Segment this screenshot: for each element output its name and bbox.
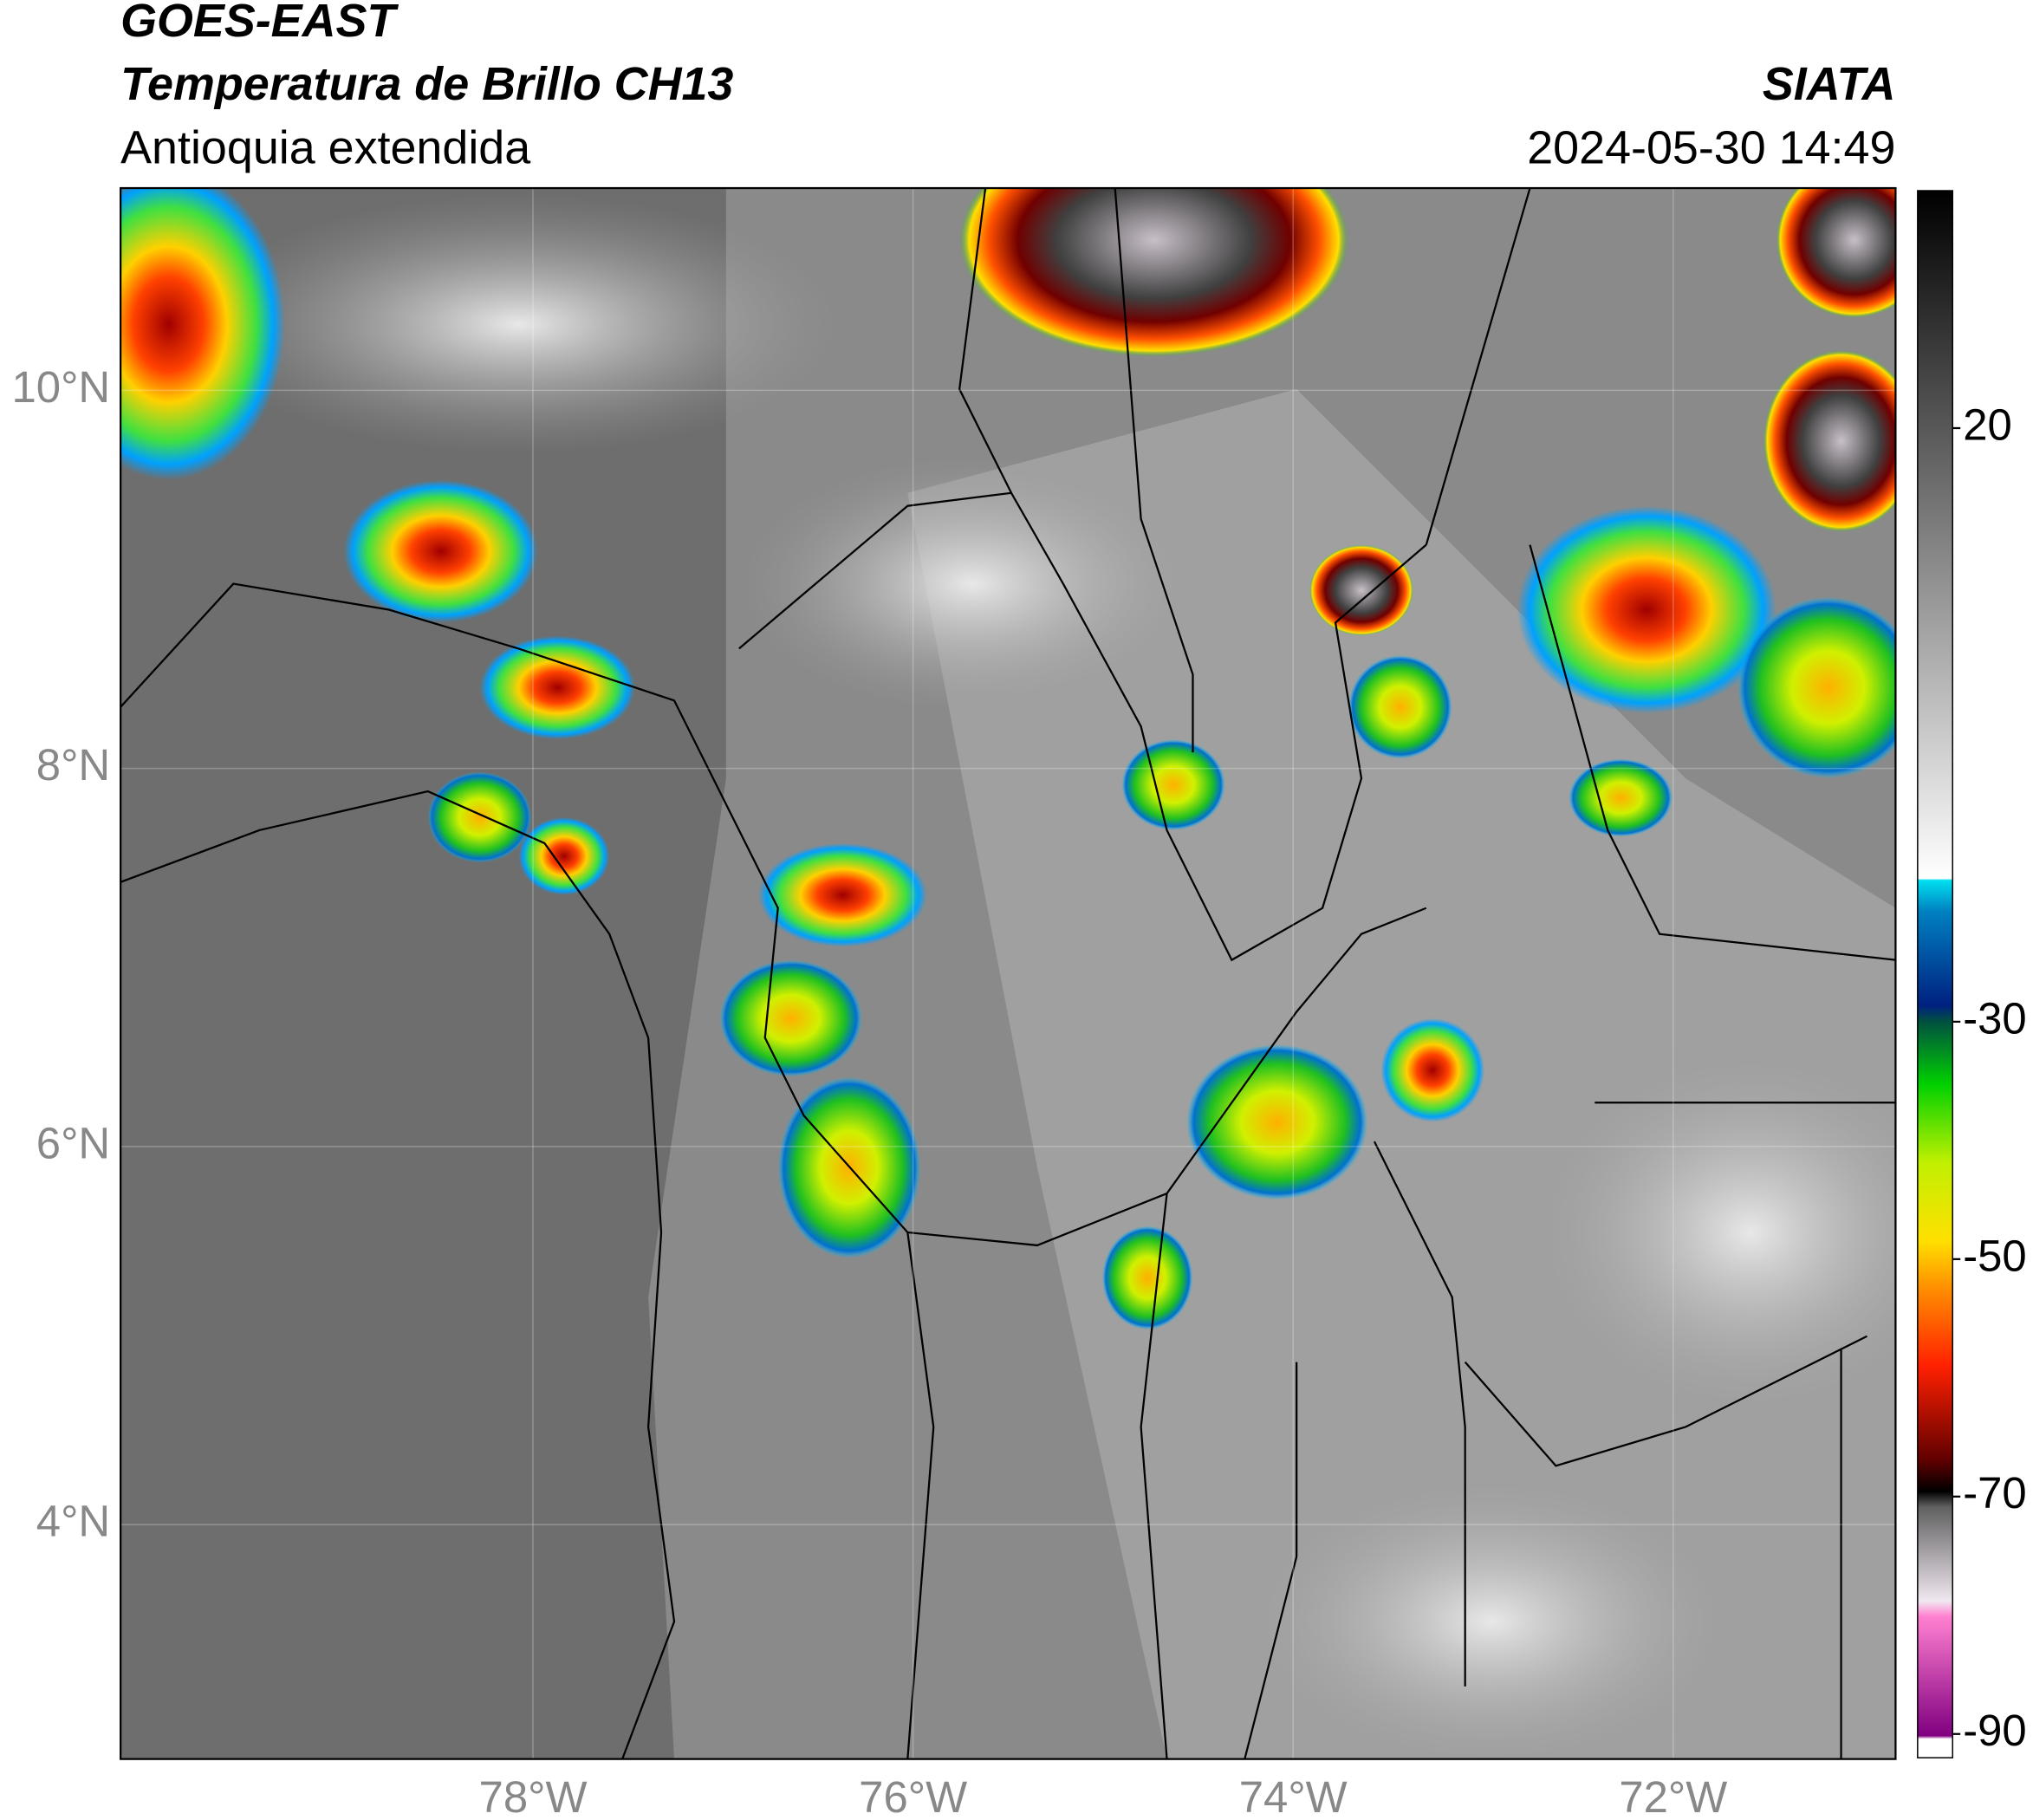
colorbar-tick-label: -50: [1963, 1231, 2027, 1280]
x-tick-label: 74°W: [1239, 1772, 1348, 1820]
colorbar-tick-label: -90: [1963, 1706, 2027, 1755]
colorbar-tick-label: -70: [1963, 1468, 2027, 1518]
y-tick-label: 8°N: [36, 740, 110, 790]
y-tick-label: 10°N: [12, 362, 111, 412]
subtitle: Temperatura de Brillo CH13: [120, 58, 733, 110]
y-tick-label: 4°N: [36, 1497, 110, 1546]
x-tick-label: 72°W: [1619, 1772, 1727, 1820]
region: Antioquia extendida: [120, 122, 530, 174]
colorbar: [1917, 190, 1953, 1758]
map-frame: [120, 186, 1897, 1760]
colorbar-tick-label: -30: [1963, 993, 2027, 1043]
x-tick-label: 78°W: [479, 1772, 588, 1820]
source: SIATA: [1763, 58, 1896, 110]
title: GOES-EAST: [120, 0, 399, 47]
x-tick-label: 76°W: [859, 1772, 967, 1820]
datetime: 2024-05-30 14:49: [1527, 122, 1895, 174]
y-tick-label: 6°N: [36, 1118, 110, 1167]
colorbar-tick-label: 20: [1963, 400, 2012, 449]
map-image: [120, 188, 1896, 1759]
